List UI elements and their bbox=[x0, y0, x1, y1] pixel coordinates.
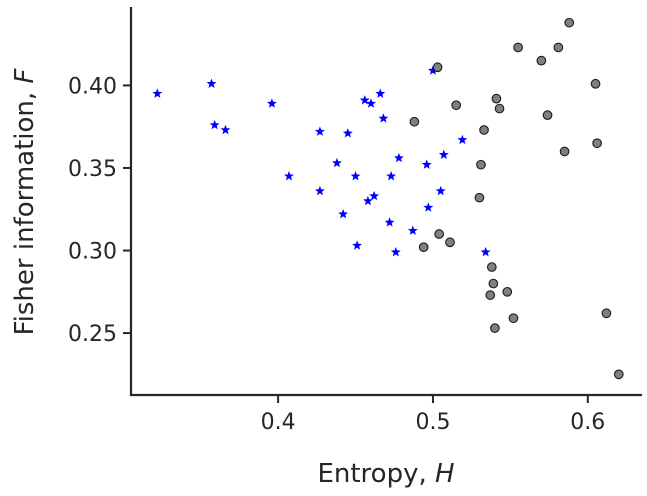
y-axis-label: Fisher information, F bbox=[10, 68, 40, 336]
star-point bbox=[366, 98, 376, 108]
circle-point bbox=[613, 369, 624, 380]
x-tick-label: 0.5 bbox=[415, 410, 450, 435]
star-point bbox=[350, 171, 361, 181]
x-tick-label: 0.4 bbox=[261, 410, 296, 435]
circle-point bbox=[564, 17, 575, 28]
circle-point bbox=[542, 110, 553, 120]
circle-point bbox=[474, 192, 485, 203]
circle-point bbox=[488, 278, 499, 289]
star-point bbox=[359, 95, 370, 105]
circle-point bbox=[476, 159, 486, 170]
y-axis-ticks: 0.25 0.30 0.35 0.40 bbox=[68, 74, 131, 347]
star-point bbox=[407, 225, 418, 235]
x-axis-ticks: 0.4 0.5 0.6 bbox=[261, 395, 605, 435]
circle-point bbox=[418, 242, 429, 253]
circle-point bbox=[508, 313, 519, 324]
star-point bbox=[386, 171, 397, 181]
star-point bbox=[480, 246, 491, 257]
star-point bbox=[423, 202, 434, 212]
y-tick-label: 0.35 bbox=[68, 157, 117, 182]
circle-point bbox=[590, 78, 601, 89]
circle-point bbox=[502, 286, 513, 297]
star-point bbox=[362, 195, 373, 206]
circle-point bbox=[445, 237, 455, 248]
circle-point bbox=[432, 62, 443, 73]
star-point bbox=[332, 157, 342, 168]
y-tick-label: 0.30 bbox=[68, 240, 117, 265]
star-point bbox=[338, 209, 349, 219]
circle-point bbox=[592, 138, 602, 149]
star-point bbox=[220, 124, 231, 135]
circle-point bbox=[451, 100, 462, 111]
star-point bbox=[438, 149, 449, 159]
star-point bbox=[421, 159, 432, 169]
circle-point bbox=[494, 103, 505, 114]
x-axis-label: Entropy, H bbox=[317, 459, 454, 489]
circle-point bbox=[553, 42, 564, 53]
star-point bbox=[352, 240, 363, 250]
star-point bbox=[209, 119, 220, 130]
star-point bbox=[314, 185, 325, 196]
circle-point bbox=[485, 290, 496, 300]
star-point bbox=[342, 128, 353, 138]
circle-point bbox=[409, 116, 420, 127]
circle-point bbox=[536, 55, 547, 66]
star-point bbox=[206, 78, 217, 88]
circle-point bbox=[434, 229, 444, 239]
circle-point bbox=[479, 125, 489, 135]
y-tick-label: 0.40 bbox=[68, 74, 117, 99]
star-point bbox=[457, 134, 468, 145]
star-point bbox=[375, 88, 386, 98]
x-tick-label: 0.6 bbox=[570, 410, 605, 435]
star-point bbox=[284, 171, 294, 181]
star-point bbox=[314, 126, 325, 136]
y-tick-label: 0.25 bbox=[68, 322, 117, 347]
star-point bbox=[369, 190, 380, 201]
circle-point bbox=[491, 93, 502, 104]
circle-point bbox=[490, 323, 500, 333]
circle-point bbox=[513, 42, 523, 53]
star-point bbox=[152, 88, 163, 98]
star-point bbox=[393, 152, 404, 163]
star-point bbox=[378, 113, 389, 123]
data-marks bbox=[152, 17, 624, 380]
circle-point bbox=[601, 308, 612, 319]
star-point bbox=[435, 185, 446, 196]
circle-point bbox=[559, 146, 570, 157]
star-point bbox=[266, 98, 277, 108]
star-point bbox=[428, 65, 438, 75]
star-point bbox=[384, 217, 395, 227]
circle-point bbox=[486, 262, 497, 272]
star-point bbox=[390, 246, 401, 257]
